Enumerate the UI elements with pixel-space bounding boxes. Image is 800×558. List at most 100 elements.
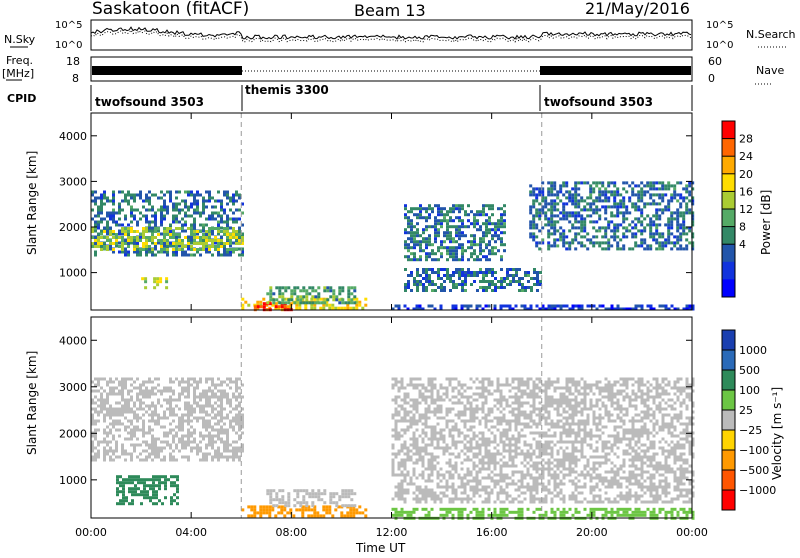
- data-cell: [506, 268, 509, 271]
- data-cell: [533, 489, 536, 492]
- data-cell: [547, 244, 550, 247]
- data-cell: [238, 426, 241, 429]
- colorbar-swatch: [722, 156, 735, 174]
- data-cell: [100, 236, 103, 239]
- data-cell: [178, 227, 181, 230]
- data-cell: [572, 447, 575, 450]
- data-cell: [500, 231, 503, 234]
- data-cell: [97, 444, 100, 447]
- data-cell: [670, 223, 673, 226]
- data-cell: [485, 274, 488, 277]
- data-cell: [190, 435, 193, 438]
- data-cell: [118, 233, 121, 236]
- data-cell: [232, 450, 235, 453]
- data-cell: [434, 426, 437, 429]
- data-cell: [440, 486, 443, 489]
- data-cell: [425, 390, 428, 393]
- data-cell: [316, 511, 319, 514]
- data-cell: [485, 234, 488, 237]
- data-cell: [145, 197, 148, 200]
- data-cell: [613, 193, 616, 196]
- data-cell: [419, 456, 422, 459]
- data-cell: [121, 378, 124, 381]
- data-cell: [109, 230, 112, 233]
- data-cell: [358, 505, 361, 508]
- data-cell: [506, 305, 509, 308]
- data-cell: [598, 244, 601, 247]
- data-cell: [184, 402, 187, 405]
- data-cell: [533, 495, 536, 498]
- data-cell: [220, 408, 223, 411]
- data-cell: [193, 390, 196, 393]
- data-cell: [202, 245, 205, 248]
- data-cell: [187, 254, 190, 257]
- data-cell: [563, 465, 566, 468]
- data-cell: [404, 243, 407, 246]
- data-cell: [166, 387, 169, 390]
- data-cell: [160, 393, 163, 396]
- data-cell: [416, 408, 419, 411]
- data-cell: [160, 224, 163, 227]
- data-cell: [136, 426, 139, 429]
- data-cell: [154, 438, 157, 441]
- data-cell: [482, 271, 485, 274]
- data-cell: [419, 213, 422, 216]
- data-cell: [598, 187, 601, 190]
- data-cell: [407, 258, 410, 261]
- data-cell: [452, 305, 455, 308]
- data-cell: [488, 249, 491, 252]
- data-cell: [506, 483, 509, 486]
- data-cell: [419, 393, 422, 396]
- data-cell: [538, 229, 541, 232]
- data-cell: [628, 199, 631, 202]
- data-cell: [136, 230, 139, 233]
- data-cell: [401, 417, 404, 420]
- data-cell: [184, 405, 187, 408]
- data-cell: [130, 215, 133, 218]
- data-cell: [488, 429, 491, 432]
- data-cell: [503, 435, 506, 438]
- data-cell: [482, 286, 485, 289]
- data-cell: [196, 450, 199, 453]
- data-cell: [518, 408, 521, 411]
- data-cell: [220, 420, 223, 423]
- data-cell: [97, 456, 100, 459]
- data-cell: [350, 489, 353, 492]
- data-cell: [229, 411, 232, 414]
- data-cell: [437, 390, 440, 393]
- data-cell: [539, 411, 542, 414]
- data-cell: [112, 408, 115, 411]
- data-cell: [395, 414, 398, 417]
- data-cell: [500, 305, 503, 308]
- data-cell: [163, 417, 166, 420]
- data-cell: [527, 456, 530, 459]
- data-cell: [127, 438, 130, 441]
- data-cell: [551, 435, 554, 438]
- data-cell: [560, 483, 563, 486]
- data-cell: [118, 423, 121, 426]
- data-cell: [476, 378, 479, 381]
- data-cell: [563, 399, 566, 402]
- data-cell: [133, 197, 136, 200]
- data-cell: [205, 423, 208, 426]
- data-cell: [272, 298, 275, 301]
- data-cell: [401, 462, 404, 465]
- data-cell: [461, 384, 464, 387]
- data-cell: [358, 511, 361, 514]
- data-cell: [575, 381, 578, 384]
- data-cell: [193, 248, 196, 251]
- data-cell: [506, 444, 509, 447]
- data-cell: [112, 242, 115, 245]
- data-cell: [518, 417, 521, 420]
- data-cell: [173, 481, 176, 484]
- data-cell: [464, 249, 467, 252]
- data-cell: [136, 387, 139, 390]
- data-cell: [473, 465, 476, 468]
- data-cell: [175, 399, 178, 402]
- data-cell: [461, 498, 464, 501]
- data-cell: [148, 245, 151, 248]
- data-cell: [604, 193, 607, 196]
- data-cell: [539, 408, 542, 411]
- data-cell: [527, 486, 530, 489]
- data-cell: [425, 225, 428, 228]
